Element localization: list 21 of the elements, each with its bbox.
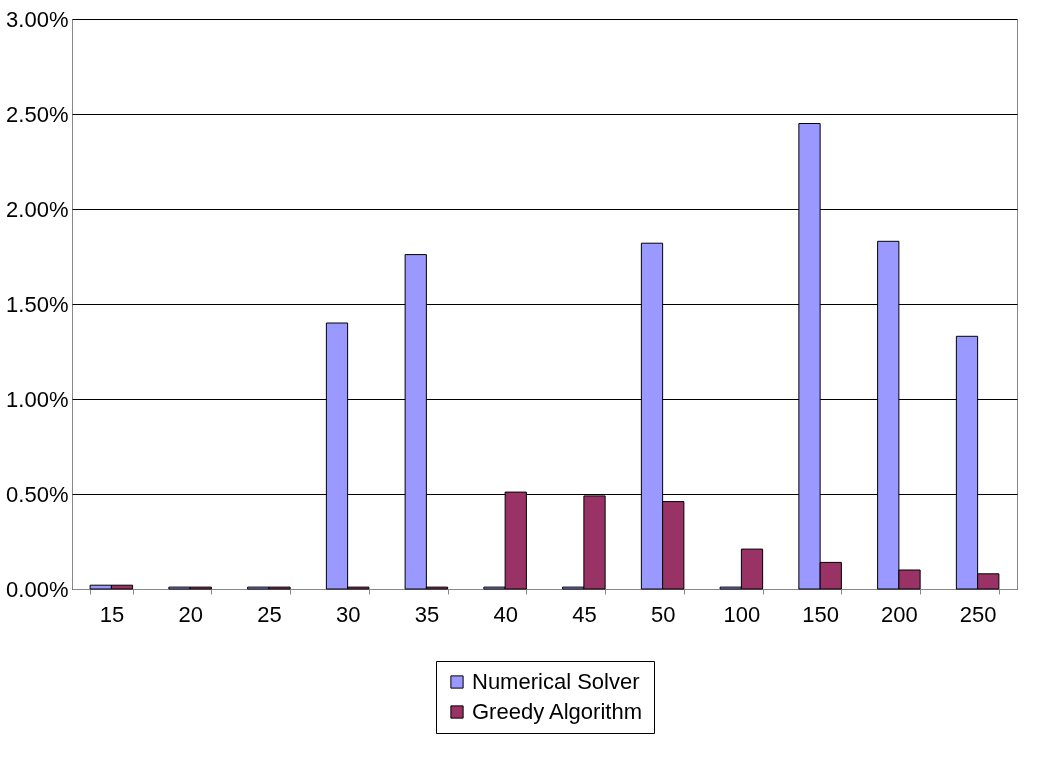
- x-tick-label: 200: [881, 601, 918, 627]
- y-tick-label: 1.00%: [6, 386, 69, 412]
- legend-label: Numerical Solver: [472, 669, 640, 694]
- x-tick-label: 20: [178, 601, 203, 627]
- x-tick-label: 150: [802, 601, 839, 627]
- x-tick-label: 30: [335, 601, 361, 627]
- x-tick-label: 45: [572, 601, 597, 627]
- y-tick-label: 0.00%: [6, 576, 69, 602]
- y-tick-label: 3.00%: [6, 6, 69, 32]
- x-tick-label: 100: [723, 601, 761, 627]
- x-tick-label: 25: [257, 601, 282, 627]
- x-tick-label: 250: [959, 601, 997, 627]
- y-tick-label: 2.00%: [6, 196, 69, 222]
- x-tick-label: 40: [493, 601, 518, 627]
- x-tick-label: 35: [414, 601, 440, 627]
- y-tick-label: 0.50%: [6, 481, 69, 507]
- legend-label: Greedy Algorithm: [472, 699, 642, 724]
- y-tick-label: 2.50%: [6, 101, 69, 127]
- x-tick-label: 50: [650, 601, 676, 627]
- y-tick-label: 1.50%: [6, 291, 69, 317]
- x-tick-label: 15: [99, 601, 125, 627]
